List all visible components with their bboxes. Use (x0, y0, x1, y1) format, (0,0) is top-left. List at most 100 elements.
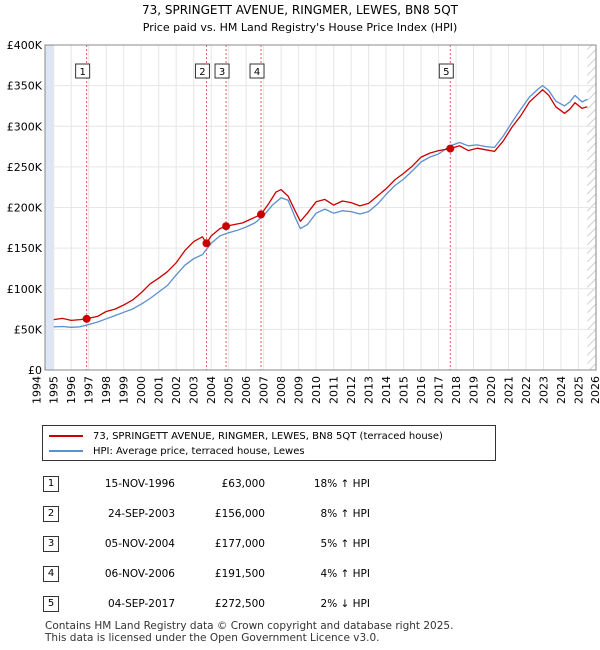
sale-hpi-diff: 8% ↑ HPI (320, 508, 370, 520)
x-tick-label: 2017 (433, 376, 446, 404)
sale-label-rect (194, 63, 210, 79)
y-tick-label: £50K (14, 323, 43, 336)
sale-number: 3 (43, 536, 59, 552)
chart-title: 73, SPRINGETT AVENUE, RINGMER, LEWES, BN… (142, 3, 459, 17)
sale-label-box: 2 (194, 63, 210, 79)
sale-price: £177,000 (214, 538, 265, 550)
x-tick-label: 1996 (65, 376, 78, 404)
sale-label-text: 4 (254, 67, 260, 78)
x-tick-label: 1994 (30, 376, 43, 404)
chart-subtitle: Price paid vs. HM Land Registry's House … (143, 21, 458, 34)
y-tick-label: £200K (7, 202, 43, 215)
sale-date: 15-NOV-1996 (104, 478, 175, 490)
sale-row-1: 1 15-NOV-1996 £63,000 18% ↑ HPI (0, 476, 600, 492)
legend-swatch-hpi (49, 450, 83, 452)
sale-label-box: 5 (438, 63, 454, 79)
x-tick-label: 2020 (485, 376, 498, 404)
x-tick-label: 2014 (380, 376, 393, 404)
x-tick-label: 1995 (48, 376, 61, 404)
y-tick-label: £100K (7, 283, 43, 296)
sale-label-text: 3 (219, 67, 225, 78)
x-tick-label: 2025 (573, 376, 586, 404)
x-tick-label: 2009 (293, 376, 306, 404)
sale-point (202, 239, 211, 248)
sale-date: 24-SEP-2003 (107, 508, 175, 520)
sale-number: 4 (43, 566, 59, 582)
x-tick-label: 1998 (100, 376, 113, 404)
sale-row-4: 4 06-NOV-2006 £191,500 4% ↑ HPI (0, 566, 600, 582)
sale-price: £156,000 (214, 508, 265, 520)
legend-label-price: 73, SPRINGETT AVENUE, RINGMER, LEWES, BN… (93, 430, 443, 442)
sale-number: 1 (43, 476, 59, 492)
x-tick-label: 2019 (468, 376, 481, 404)
sale-date: 04-SEP-2017 (107, 598, 175, 610)
legend-swatch-price (49, 435, 83, 437)
footer: Contains HM Land Registry data © Crown c… (45, 620, 453, 644)
x-tick-label: 2015 (398, 376, 411, 404)
x-tick-label: 2024 (555, 376, 568, 404)
sale-label-box: 1 (75, 63, 91, 79)
sale-label-rect (214, 63, 230, 79)
sale-hpi-diff: 2% ↓ HPI (320, 598, 370, 610)
x-tick-label: 2000 (135, 376, 148, 404)
x-tick-label: 2001 (153, 376, 166, 404)
price-chart: 73, SPRINGETT AVENUE, RINGMER, LEWES, BN… (7, 3, 600, 404)
x-tick-label: 2003 (188, 376, 201, 404)
sale-hpi-diff: 5% ↑ HPI (320, 538, 370, 550)
sale-label-rect (249, 63, 265, 79)
x-tick-label: 2023 (538, 376, 551, 404)
sale-label-box: 4 (249, 63, 265, 79)
series-line-hpi (53, 84, 588, 328)
x-tick-label: 2006 (240, 376, 253, 404)
sale-labels: 1 2 3 4 5 (75, 63, 454, 79)
legend-item-price: 73, SPRINGETT AVENUE, RINGMER, LEWES, BN… (49, 429, 443, 443)
series-lines (53, 84, 588, 328)
y-tick-label: £400K (7, 39, 43, 52)
sale-price: £63,000 (221, 478, 265, 490)
sale-number: 5 (43, 596, 59, 612)
x-tick-label: 2016 (415, 376, 428, 404)
x-tick-label: 2026 (589, 376, 600, 404)
sale-row-2: 2 24-SEP-2003 £156,000 8% ↑ HPI (0, 506, 600, 522)
sale-hpi-diff: 18% ↑ HPI (313, 478, 370, 490)
y-tick-label: £300K (7, 120, 43, 133)
sale-point (257, 210, 266, 219)
sale-date: 06-NOV-2006 (104, 568, 175, 580)
plot-frame (44, 44, 597, 371)
sale-number: 2 (43, 506, 59, 522)
x-tick-label: 2004 (205, 376, 218, 404)
footer-license: This data is licensed under the Open Gov… (45, 632, 380, 644)
x-tick-label: 2012 (345, 376, 358, 404)
x-tick-label: 2022 (520, 376, 533, 404)
sale-hpi-diff: 4% ↑ HPI (320, 568, 370, 580)
sale-label-text: 1 (79, 67, 85, 78)
x-tick-label: 2011 (328, 376, 341, 404)
sale-label-rect (438, 63, 454, 79)
y-tick-label: £0 (28, 364, 42, 377)
y-tick-label: £150K (7, 242, 43, 255)
legend-item-hpi: HPI: Average price, terraced house, Lewe… (49, 444, 305, 458)
y-tick-label: £250K (7, 161, 43, 174)
sale-date: 05-NOV-2004 (104, 538, 175, 550)
sale-point (446, 144, 455, 153)
sale-label-rect (75, 63, 91, 79)
footer-copyright: Contains HM Land Registry data © Crown c… (45, 620, 454, 632)
sale-points (82, 144, 455, 323)
sale-point (82, 314, 91, 323)
sale-row-3: 3 05-NOV-2004 £177,000 5% ↑ HPI (0, 536, 600, 552)
x-tick-label: 2021 (503, 376, 516, 404)
x-tick-label: 1997 (83, 376, 96, 404)
sale-label-box: 3 (214, 63, 230, 79)
sale-price: £191,500 (214, 568, 265, 580)
y-tick-label: £350K (7, 80, 43, 93)
chart-legend: 73, SPRINGETT AVENUE, RINGMER, LEWES, BN… (42, 425, 496, 461)
x-tick-label: 2010 (310, 376, 323, 404)
x-tick-label: 1999 (118, 376, 131, 404)
x-tick-label: 2007 (258, 376, 271, 404)
sale-label-text: 5 (443, 67, 449, 78)
sale-price: £272,500 (214, 598, 265, 610)
x-tick-label: 2002 (170, 376, 183, 404)
y-axis-labels: £0 £50K £100K £150K £200K £250K £300K £350K £400… (7, 39, 43, 377)
sale-label-text: 2 (199, 67, 205, 78)
x-tick-label: 2005 (223, 376, 236, 404)
